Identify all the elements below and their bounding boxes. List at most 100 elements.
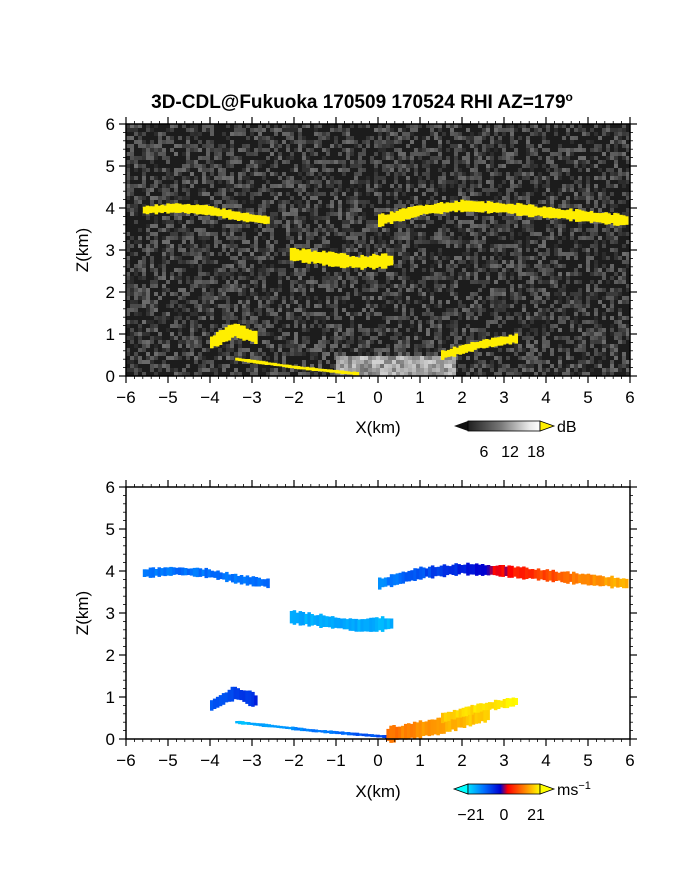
noise-cell — [466, 264, 470, 268]
noise-cell — [418, 336, 422, 340]
noise-cell — [178, 268, 182, 272]
noise-cell — [526, 196, 530, 200]
noise-cell — [566, 364, 570, 368]
noise-cell — [594, 132, 598, 136]
noise-cell — [570, 300, 574, 304]
noise-cell — [614, 288, 618, 292]
noise-cell — [210, 124, 214, 128]
echo-cell — [493, 337, 498, 347]
noise-cell — [518, 276, 522, 280]
noise-cell — [498, 348, 502, 352]
noise-cell — [378, 124, 382, 128]
noise-cell — [534, 184, 538, 188]
noise-cell — [258, 272, 262, 276]
noise-cell — [530, 316, 534, 320]
noise-cell — [246, 152, 250, 156]
noise-cell — [498, 360, 502, 364]
noise-cell — [434, 236, 438, 240]
noise-cell — [426, 220, 430, 224]
noise-cell — [582, 160, 586, 164]
noise-cell — [416, 356, 420, 360]
noise-cell — [134, 264, 138, 268]
noise-cell — [198, 276, 202, 280]
noise-cell — [166, 192, 170, 196]
noise-cell — [354, 192, 358, 196]
noise-cell — [382, 148, 386, 152]
noise-cell — [430, 200, 434, 204]
noise-cell — [358, 240, 362, 244]
noise-cell — [606, 168, 610, 172]
noise-cell — [310, 168, 314, 172]
noise-cell — [134, 352, 138, 356]
noise-cell — [210, 324, 214, 328]
noise-cell — [198, 308, 202, 312]
noise-cell — [130, 204, 134, 208]
echo-cell — [486, 201, 491, 214]
noise-cell — [570, 232, 574, 236]
noise-cell — [286, 260, 290, 264]
noise-cell — [186, 168, 190, 172]
noise-cell — [494, 232, 498, 236]
noise-cell — [578, 128, 582, 132]
noise-cell — [222, 272, 226, 276]
noise-cell — [498, 128, 502, 132]
noise-cell — [334, 336, 338, 340]
noise-cell — [434, 276, 438, 280]
noise-cell — [350, 332, 354, 336]
noise-cell — [550, 172, 554, 176]
noise-cell — [526, 268, 530, 272]
noise-cell — [438, 176, 442, 180]
noise-cell — [258, 224, 262, 228]
noise-cell — [606, 180, 610, 184]
noise-cell — [318, 192, 322, 196]
noise-cell — [626, 172, 630, 176]
noise-cell — [466, 188, 470, 192]
noise-cell — [350, 316, 354, 320]
noise-cell — [554, 284, 558, 288]
echo-cell — [186, 203, 191, 214]
echo-cell — [360, 254, 364, 270]
noise-cell — [214, 304, 218, 308]
noise-cell — [458, 312, 462, 316]
noise-cell — [290, 316, 294, 320]
noise-cell — [134, 368, 138, 372]
noise-cell — [150, 200, 154, 204]
noise-cell — [234, 200, 238, 204]
noise-cell — [306, 124, 310, 128]
noise-cell — [618, 336, 622, 340]
noise-cell — [126, 248, 130, 252]
noise-cell — [198, 228, 202, 232]
noise-cell — [490, 364, 494, 368]
noise-cell — [226, 316, 230, 320]
noise-cell — [362, 180, 366, 184]
noise-cell — [238, 372, 242, 376]
noise-cell — [378, 332, 382, 336]
noise-cell — [566, 296, 570, 300]
noise-cell — [202, 368, 206, 372]
noise-cell — [174, 256, 178, 260]
noise-cell — [162, 344, 166, 348]
noise-cell — [370, 156, 374, 160]
noise-cell — [448, 360, 452, 364]
noise-cell — [478, 368, 482, 372]
noise-cell — [622, 132, 626, 136]
noise-cell — [442, 340, 446, 344]
noise-cell — [274, 368, 278, 372]
noise-cell — [366, 144, 370, 148]
noise-cell — [478, 332, 482, 336]
noise-cell — [254, 160, 258, 164]
noise-cell — [594, 204, 598, 208]
noise-cell — [410, 132, 414, 136]
noise-cell — [562, 224, 566, 228]
noise-cell — [174, 188, 178, 192]
noise-cell — [538, 268, 542, 272]
noise-cell — [374, 184, 378, 188]
noise-cell — [330, 124, 334, 128]
noise-cell — [154, 236, 158, 240]
noise-cell — [274, 196, 278, 200]
noise-cell — [610, 300, 614, 304]
noise-cell — [182, 240, 186, 244]
noise-cell — [146, 300, 150, 304]
noise-cell — [130, 184, 134, 188]
noise-cell — [150, 232, 154, 236]
